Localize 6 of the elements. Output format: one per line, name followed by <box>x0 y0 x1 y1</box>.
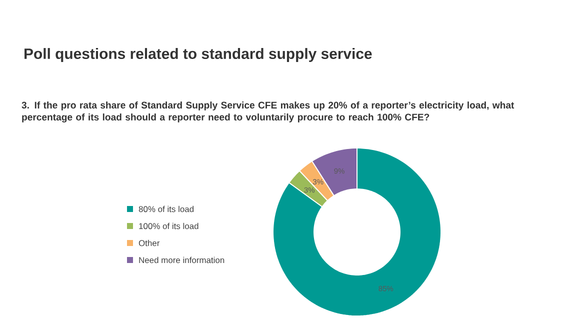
legend-label: Need more information <box>139 256 224 264</box>
chart-title: Poll questions related to standard supply service <box>24 48 372 62</box>
chart-subtitle: 3. If the pro rata share of Standard Supply Service CFE makes up 20% of a reporter’s electricity load, what percentage of its load should a reporter need to voluntarily procure to reach 100% CFE? <box>22 102 514 122</box>
legend-label: 100% of its load <box>139 222 198 230</box>
legend-label: 80% of its load <box>138 206 194 212</box>
legend-label: Other <box>138 240 160 246</box>
